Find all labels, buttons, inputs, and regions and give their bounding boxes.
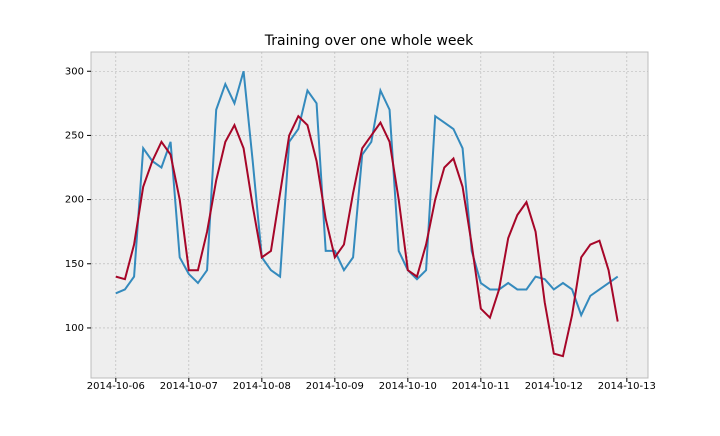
y-tick-label: 100 [65, 323, 84, 334]
x-tick-label: 2014-10-06 [87, 381, 145, 392]
y-tick-label: 150 [65, 259, 84, 270]
line-series [115, 114, 619, 358]
x-tick-label: 2014-10-08 [233, 381, 291, 392]
plot-area [90, 51, 649, 379]
x-tick-label: 2014-10-07 [160, 381, 218, 392]
x-tick-label: 2014-10-09 [306, 381, 364, 392]
x-tick-label: 2014-10-11 [452, 381, 510, 392]
y-tick-label: 200 [65, 195, 84, 206]
x-tick-label: 2014-10-13 [598, 381, 656, 392]
line-series [115, 70, 619, 318]
y-tick-label: 250 [65, 130, 84, 141]
x-tick-label: 2014-10-10 [379, 381, 437, 392]
x-tick-label: 2014-10-12 [525, 381, 583, 392]
y-tick-label: 300 [65, 66, 84, 77]
chart-title: Training over one whole week [264, 33, 474, 49]
